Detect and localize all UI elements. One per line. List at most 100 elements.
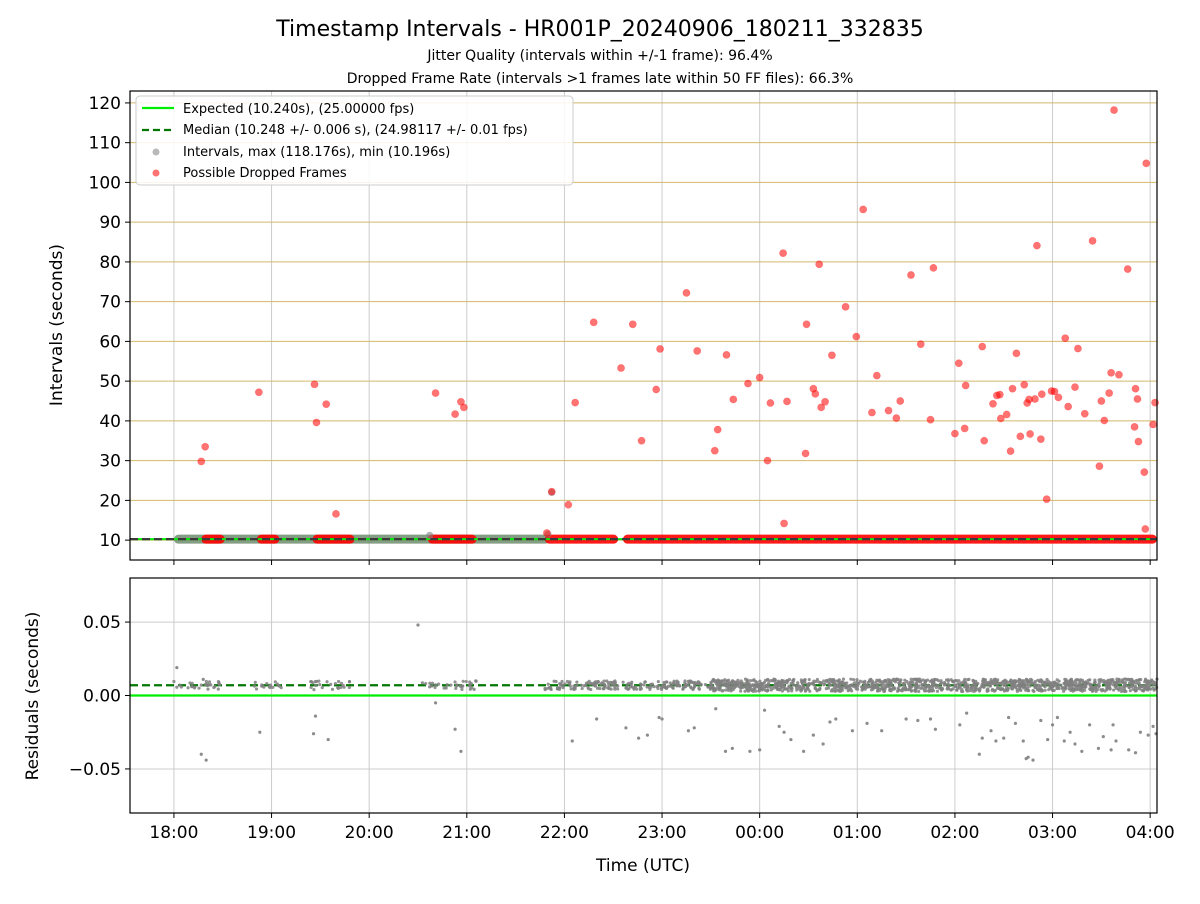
residual-point [970,684,974,688]
dropped-frame-point [254,388,263,397]
dropped-frame-point [729,395,738,404]
residual-outlier-point [201,677,205,681]
top-y-tick-label: 40 [99,412,121,432]
top-axes-frame [129,90,1158,561]
residual-point [726,678,731,682]
residual-point [896,689,900,693]
residual-point [579,683,583,687]
dropped-frame-point [896,397,905,405]
residual-point [273,680,277,684]
residual-point [933,677,937,682]
residual-point [833,689,837,693]
residual-outlier-point [686,729,691,733]
residual-point [707,685,711,689]
dropped-frame-point [1054,393,1063,402]
residual-point [1063,677,1067,681]
residual-point [645,685,649,689]
dropped-frame-point [1088,236,1097,245]
x-tick-label: 03:00 [1028,823,1077,843]
residual-point [887,684,891,689]
residual-point [454,686,458,691]
dropped-frame-point [1140,468,1149,477]
residual-point [1028,684,1032,688]
x-tick-label: 01:00 [833,823,882,843]
residual-point [1039,684,1043,688]
residual-outlier-point [199,752,203,756]
residual-point [460,684,464,689]
residual-point [1105,686,1110,690]
dropped-frame-point [617,364,625,372]
residual-point [587,687,591,691]
residual-point [1034,683,1038,687]
residual-point [664,680,668,684]
residual-point [893,680,898,684]
residual-point [721,689,725,693]
dropped-frame-point [431,389,440,397]
dropped-frame-point [542,529,551,537]
residual-outlier-point [624,726,628,730]
residual-point [855,678,859,682]
residual-point [433,683,438,687]
residual-point [937,686,942,690]
residual-point [757,686,761,690]
residual-outlier-point [1080,749,1084,753]
residual-outlier-point [789,737,793,742]
dropped-frame-point [1020,380,1029,389]
residual-point [797,687,801,691]
residual-point [905,679,909,684]
residual-point [815,688,819,692]
residual-point [681,687,685,691]
residual-point [424,681,428,686]
residual-outlier-point [989,729,993,733]
residual-outlier-point [958,723,962,727]
residual-point [841,677,846,681]
residual-point [339,681,343,685]
residual-point [876,686,880,690]
bottom-panel: 0.05 0.00 −0.05 18:00 19:00 20:00 21:00 22:00 2… [23,577,1175,876]
dropped-frame-point [811,389,820,398]
residual-point [819,681,824,685]
dropped-frame-point [1080,409,1089,418]
residual-outlier-point [1031,758,1035,762]
residual-point [952,679,956,683]
residual-point [850,689,854,693]
residual-point [603,684,607,688]
residual-point [1069,687,1073,691]
residual-point [598,686,602,691]
residual-outlier-point [1138,730,1143,734]
residual-point [1023,681,1027,685]
dropped-frame-point [310,380,319,389]
dropped-frame-point [1134,437,1143,446]
residual-point [606,686,610,690]
residual-point [794,685,799,690]
residual-point [1149,687,1153,691]
residual-point [791,678,795,682]
dropped-frame-point [201,442,210,451]
residual-outlier-point [570,739,574,743]
residual-point [279,686,283,690]
residual-outlier-point [459,749,463,753]
dropped-frame-point [1110,106,1118,114]
residual-point [1141,684,1145,689]
residual-outlier-point [1133,751,1138,755]
dropped-frame-point [1071,383,1079,392]
residual-point [445,683,449,687]
dropped-frame-point [951,429,959,438]
residual-point [1093,680,1097,684]
residual-point [275,682,279,686]
residual-outlier-point [1039,718,1043,723]
residual-outlier-point [714,707,718,711]
residual-point [1043,688,1047,692]
residual-outlier-point [1127,748,1131,752]
residual-point [606,681,610,685]
chart-subtitle-jitter: Jitter Quality (intervals within +/-1 fr… [426,48,772,64]
residual-point [988,681,992,685]
residual-point [1002,689,1007,693]
x-tick-label: 02:00 [930,823,979,843]
residual-point [1026,688,1030,693]
residual-point [970,689,974,693]
residual-point [628,685,633,689]
residual-point [1139,678,1143,682]
residual-point [709,682,713,686]
residual-point [442,686,446,690]
